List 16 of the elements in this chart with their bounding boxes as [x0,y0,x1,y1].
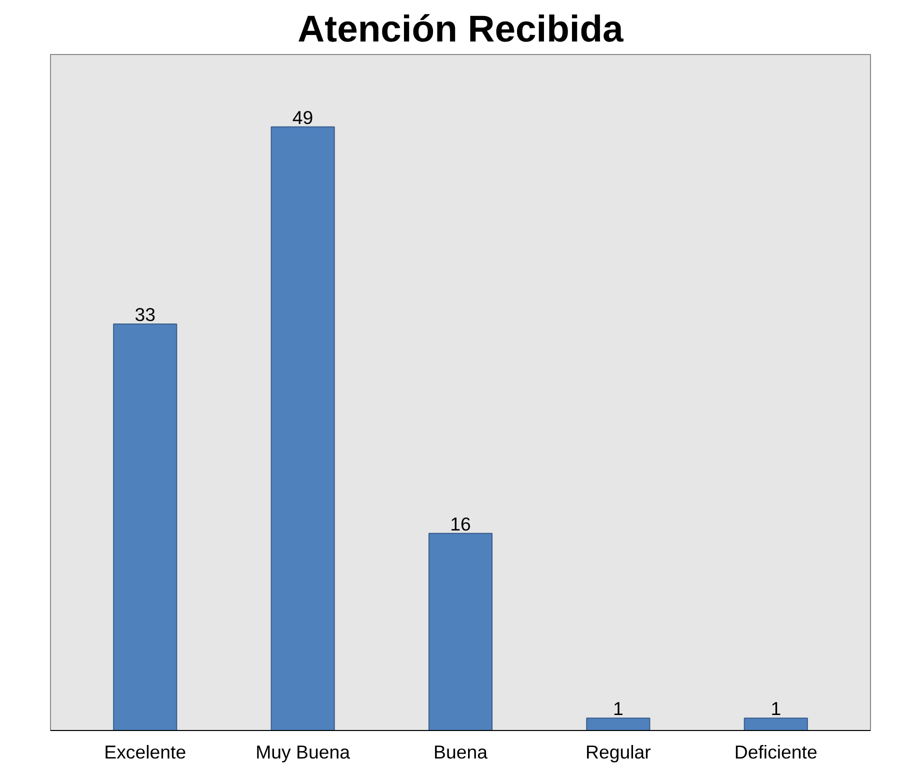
data-label: 33 [134,304,156,326]
data-label: 49 [292,106,314,128]
x-tick-label: Muy Buena [256,742,351,762]
bar [270,126,335,730]
bar [586,718,650,730]
bar [428,532,493,730]
data-label: 1 [770,698,782,720]
x-tick-label: Excelente [104,742,186,762]
data-label: 1 [613,698,624,720]
x-tick-label: Regular [586,742,651,762]
data-label: 16 [450,513,471,534]
chart-title: Atención Recibida [298,8,624,50]
bar [744,718,808,730]
bar [113,324,178,730]
x-tick-label: Buena [434,742,488,762]
x-tick-label: Deficiente [734,742,818,762]
